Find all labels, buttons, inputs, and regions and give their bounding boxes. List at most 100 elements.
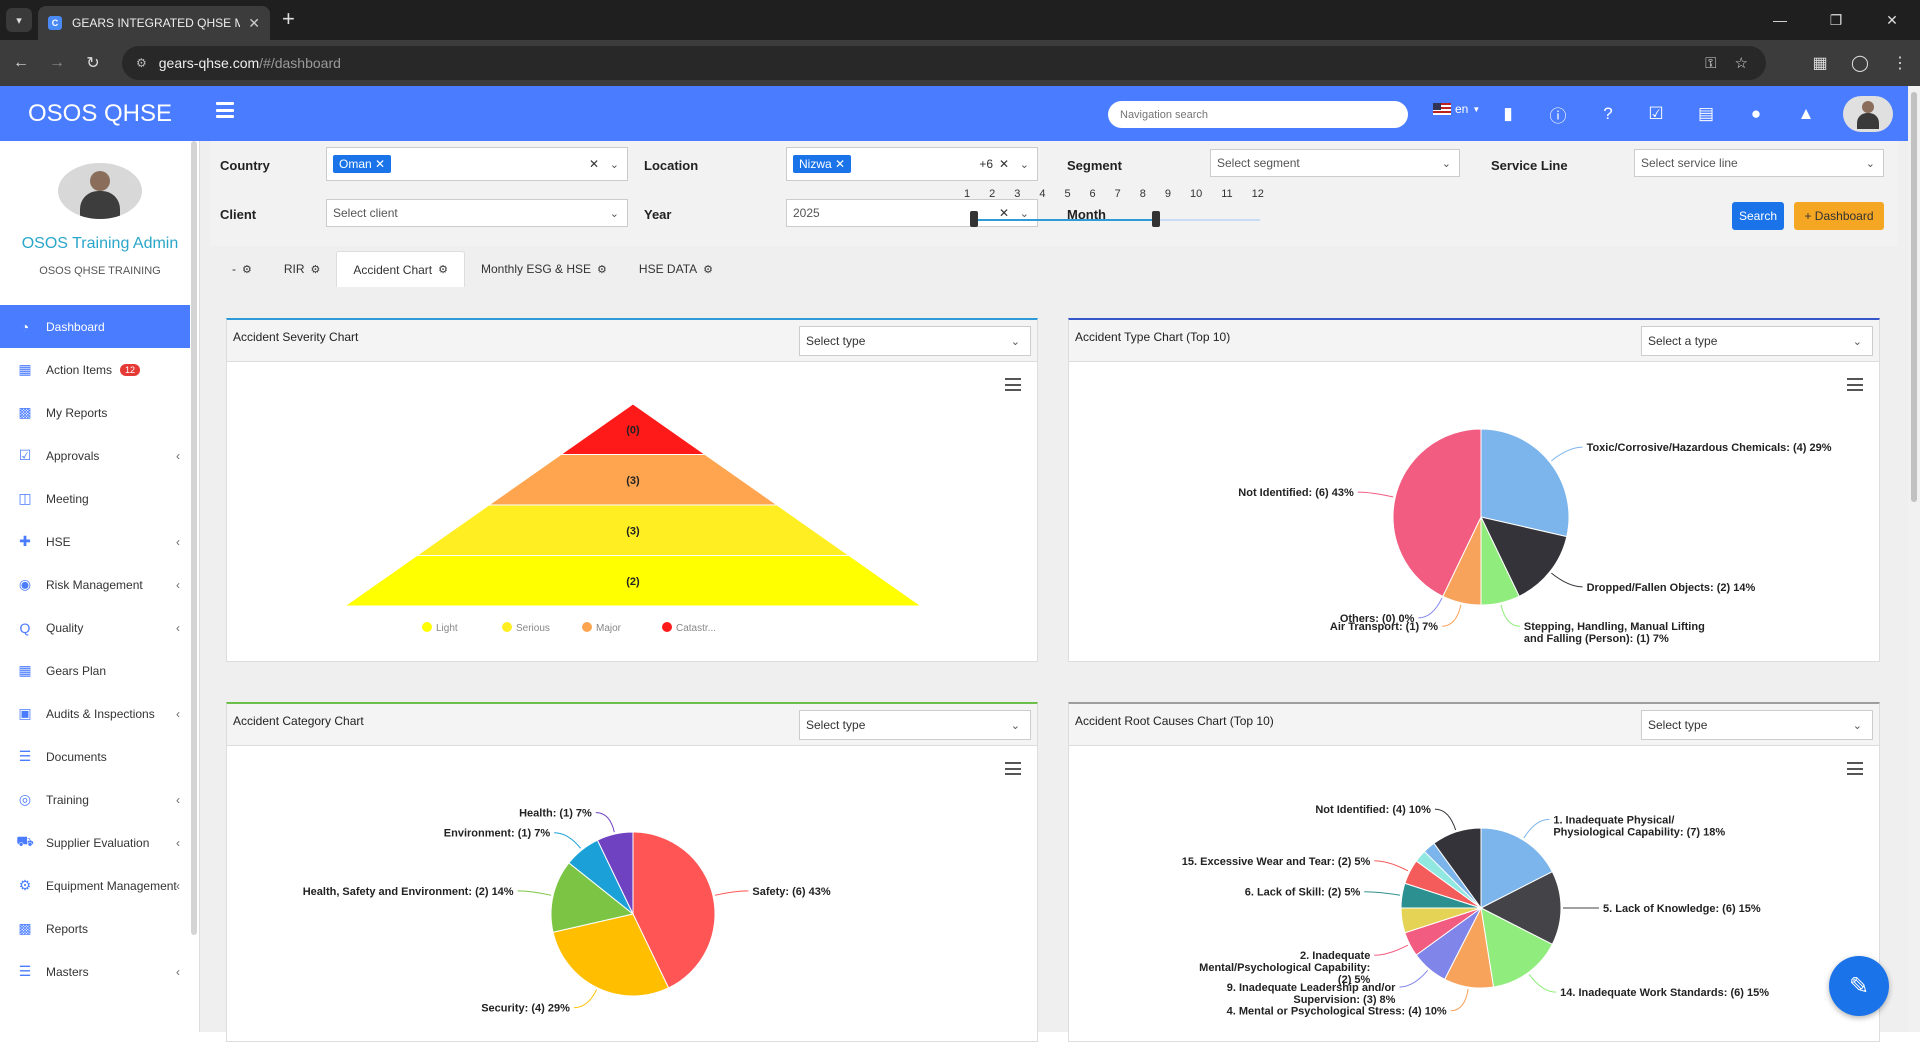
sidebar-item-quality[interactable]: Q Quality ‹ bbox=[0, 606, 190, 649]
tab-accident-chart[interactable]: Accident Chart ⚙ bbox=[336, 251, 465, 287]
restore-icon[interactable]: ❐ bbox=[1829, 11, 1843, 28]
forward-icon[interactable]: → bbox=[49, 54, 65, 71]
chevron-down-icon[interactable]: ⌄ bbox=[1019, 207, 1029, 220]
gear-icon[interactable]: ⚙ bbox=[242, 263, 252, 276]
sidebar-item-reports[interactable]: ▩ Reports bbox=[0, 907, 190, 950]
sidebar-item-training[interactable]: ◎ Training ‹ bbox=[0, 778, 190, 821]
sidebar-item-masters[interactable]: ☰ Masters ‹ bbox=[0, 950, 190, 993]
accident-type-select[interactable]: Select a type ⌄ bbox=[1641, 326, 1873, 356]
sidebar-item-audits-inspections[interactable]: ▣ Audits & Inspections ‹ bbox=[0, 692, 190, 735]
window-close-icon[interactable]: ✕ bbox=[1886, 11, 1898, 28]
gear-icon[interactable]: ⚙ bbox=[438, 264, 448, 276]
chevron-down-icon[interactable]: ⌄ bbox=[1852, 335, 1862, 348]
browser-menu-icon[interactable]: ⋮ bbox=[1892, 55, 1908, 72]
tab-dash[interactable]: - ⚙ bbox=[216, 251, 268, 287]
chevron-down-icon[interactable]: ⌄ bbox=[1441, 157, 1451, 170]
remove-chip-icon[interactable]: ✕ bbox=[835, 157, 846, 171]
gear-icon[interactable]: ⚙ bbox=[310, 263, 321, 276]
country-chip[interactable]: Oman ✕ bbox=[333, 155, 392, 173]
sidebar-item-dashboard[interactable]: ◔ Dashboard bbox=[0, 305, 190, 348]
tab-search-button[interactable]: ▾ bbox=[6, 8, 32, 32]
gear-icon[interactable]: ⚙ bbox=[703, 263, 714, 276]
slider-end-handle[interactable] bbox=[1152, 211, 1160, 227]
page-scrollbar[interactable] bbox=[1908, 86, 1920, 1032]
users-icon[interactable]: ● bbox=[1750, 104, 1762, 123]
sidebar-item-gears-plan[interactable]: ▦ Gears Plan bbox=[0, 649, 190, 692]
sidebar-item-risk-management[interactable]: ◉ Risk Management ‹ bbox=[0, 563, 190, 606]
search-button[interactable]: Search bbox=[1732, 202, 1784, 230]
chart-menu-icon[interactable] bbox=[1005, 762, 1021, 775]
severity-type-select[interactable]: Select type ⌄ bbox=[799, 326, 1031, 356]
help-icon[interactable]: ? bbox=[1603, 104, 1613, 123]
back-icon[interactable]: ← bbox=[13, 54, 29, 71]
year-select[interactable]: 2025 ✕ ⌄ bbox=[786, 199, 1038, 227]
sidebar-item-meeting[interactable]: ◫ Meeting bbox=[0, 477, 190, 520]
navigation-search-input[interactable] bbox=[1108, 101, 1408, 128]
sidebar-scrollbar[interactable] bbox=[191, 141, 197, 935]
minimize-icon[interactable]: — bbox=[1773, 12, 1787, 28]
checklist-icon[interactable]: ☑ bbox=[1648, 104, 1664, 123]
chart-menu-icon[interactable] bbox=[1005, 378, 1021, 391]
connector-line bbox=[1551, 572, 1583, 588]
client-select[interactable]: Select client ⌄ bbox=[326, 199, 628, 227]
segment-select[interactable]: Select segment ⌄ bbox=[1210, 149, 1460, 177]
menu-toggle-icon[interactable] bbox=[216, 102, 234, 118]
browser-tab[interactable]: C GEARS INTEGRATED QHSE MAN ✕ bbox=[38, 6, 270, 40]
remove-chip-icon[interactable]: ✕ bbox=[375, 157, 386, 171]
chevron-down-icon[interactable]: ⌄ bbox=[1010, 335, 1020, 348]
new-tab-icon[interactable]: + bbox=[282, 6, 295, 31]
country-select[interactable]: Oman ✕ ✕ ⌄ bbox=[326, 147, 628, 181]
page-scrollbar-thumb[interactable] bbox=[1911, 92, 1917, 502]
id-card-icon[interactable]: ▤ bbox=[1697, 104, 1715, 123]
close-tab-icon[interactable]: ✕ bbox=[248, 14, 260, 31]
tab-rir[interactable]: RIR ⚙ bbox=[268, 251, 337, 287]
slider-start-handle[interactable] bbox=[970, 211, 978, 227]
root-cause-type-select[interactable]: Select type ⌄ bbox=[1641, 710, 1873, 740]
profile-icon[interactable]: ◯ bbox=[1851, 55, 1869, 72]
password-key-icon[interactable]: ⚿ bbox=[1705, 54, 1717, 72]
sidebar-item-action-items[interactable]: ▦ Action Items 12 bbox=[0, 348, 190, 391]
chevron-down-icon[interactable]: ⌄ bbox=[609, 207, 619, 220]
location-select[interactable]: Nizwa ✕ +6 ✕ ⌄ bbox=[786, 147, 1038, 181]
address-bar[interactable]: ⚙ gears-qhse.com/#/dashboard ⚿ ☆ bbox=[122, 46, 1766, 80]
clear-icon[interactable]: ✕ bbox=[998, 157, 1009, 171]
clear-icon[interactable]: ✕ bbox=[998, 206, 1009, 220]
clear-icon[interactable]: ✕ bbox=[588, 157, 599, 171]
sidebar-item-equipment-management[interactable]: ⚙ Equipment Management ‹ bbox=[0, 864, 190, 907]
bookmark-star-icon[interactable]: ☆ bbox=[1734, 55, 1748, 72]
chevron-down-icon[interactable]: ⌄ bbox=[1865, 157, 1875, 170]
graduation-cap-icon[interactable]: ▲ bbox=[1797, 104, 1815, 123]
tab-hse-data[interactable]: HSE DATA ⚙ bbox=[623, 251, 729, 287]
info-icon[interactable]: ⓘ bbox=[1549, 106, 1567, 126]
chevron-down-icon[interactable]: ⌄ bbox=[609, 158, 619, 171]
sidebar-item-documents[interactable]: ☰ Documents bbox=[0, 735, 190, 778]
extensions-icon[interactable]: ▦ bbox=[1812, 55, 1828, 72]
floating-action-ticket-icon[interactable]: ✎ bbox=[1829, 956, 1889, 1016]
user-avatar[interactable] bbox=[1843, 96, 1893, 132]
chevron-down-icon[interactable]: ⌄ bbox=[1019, 158, 1029, 171]
service-line-select[interactable]: Select service line ⌄ bbox=[1634, 149, 1884, 177]
legend-marker bbox=[662, 622, 672, 632]
month-range-slider[interactable] bbox=[970, 211, 1260, 227]
connector-line bbox=[1418, 597, 1443, 619]
more-selected-count: +6 bbox=[979, 157, 993, 171]
add-dashboard-button[interactable]: + Dashboard bbox=[1794, 202, 1884, 230]
tab-monthly-esg-hse[interactable]: Monthly ESG & HSE ⚙ bbox=[465, 251, 623, 287]
site-info-icon[interactable]: ⚙ bbox=[136, 56, 147, 70]
sidebar-item-hse[interactable]: ✚ HSE ‹ bbox=[0, 520, 190, 563]
app-brand[interactable]: OSOS QHSE bbox=[27, 99, 173, 127]
chevron-down-icon[interactable]: ⌄ bbox=[1852, 719, 1862, 732]
book-icon[interactable]: ▮ bbox=[1503, 104, 1513, 123]
location-chip[interactable]: Nizwa ✕ bbox=[793, 155, 852, 173]
gear-icon[interactable]: ⚙ bbox=[597, 263, 607, 276]
chart-menu-icon[interactable] bbox=[1847, 378, 1863, 391]
sidebar-item-approvals[interactable]: ☑ Approvals ‹ bbox=[0, 434, 190, 477]
category-type-select[interactable]: Select type ⌄ bbox=[799, 710, 1031, 740]
language-selector[interactable]: en ▼ bbox=[1433, 102, 1480, 116]
sidebar-item-supplier-evaluation[interactable]: ⛟ Supplier Evaluation ‹ bbox=[0, 821, 190, 864]
sidebar-item-my-reports[interactable]: ▩ My Reports bbox=[0, 391, 190, 434]
chart-menu-icon[interactable] bbox=[1847, 762, 1863, 775]
reload-icon[interactable]: ↻ bbox=[86, 55, 100, 72]
chevron-down-icon[interactable]: ⌄ bbox=[1010, 719, 1020, 732]
profile-name[interactable]: OSOS Training Admin bbox=[21, 235, 179, 252]
